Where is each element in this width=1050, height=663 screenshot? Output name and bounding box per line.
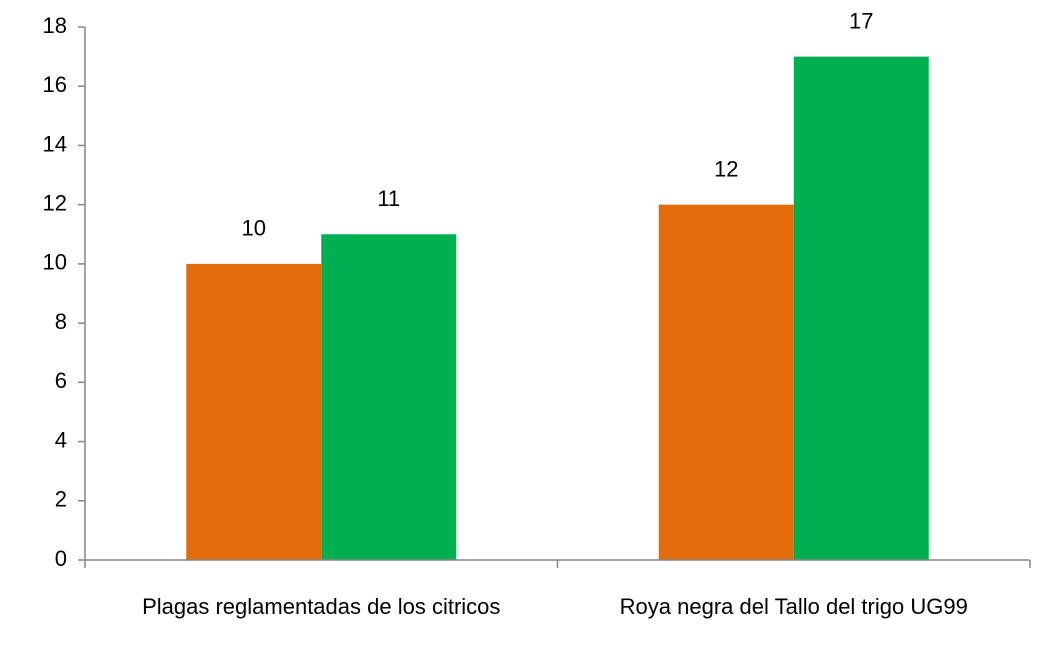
- bar: [321, 234, 457, 560]
- x-tick-label: Plagas reglamentadas de los citricos: [142, 594, 501, 619]
- data-label: 12: [714, 156, 738, 181]
- bar: [186, 263, 322, 560]
- y-tick-label: 10: [43, 250, 67, 275]
- y-tick-label: 4: [55, 427, 67, 452]
- y-tick-label: 16: [43, 72, 67, 97]
- bar: [793, 56, 929, 560]
- y-tick-label: 2: [55, 487, 67, 512]
- data-label: 17: [849, 8, 873, 33]
- x-tick-label: Roya negra del Tallo del trigo UG99: [619, 594, 968, 619]
- y-tick-label: 8: [55, 309, 67, 334]
- y-tick-label: 0: [55, 546, 67, 571]
- y-tick-label: 14: [43, 131, 67, 156]
- y-tick-label: 18: [43, 13, 67, 38]
- data-label: 11: [377, 186, 400, 211]
- y-tick-label: 12: [43, 190, 67, 215]
- data-label: 10: [242, 216, 266, 241]
- bar: [658, 204, 794, 560]
- y-tick-label: 6: [55, 368, 67, 393]
